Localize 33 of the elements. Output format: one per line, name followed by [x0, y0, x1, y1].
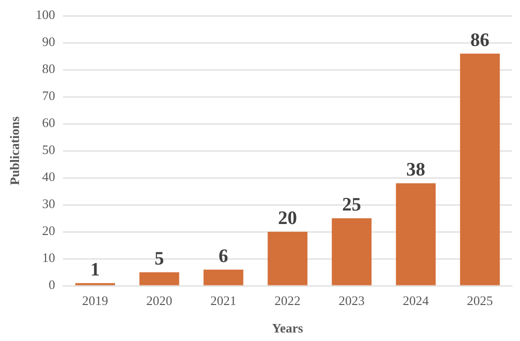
data-label: 6	[218, 246, 228, 268]
x-axis-title: Years	[272, 320, 304, 336]
y-tick-label: 20	[42, 223, 56, 238]
bar	[139, 272, 180, 286]
bar	[396, 183, 436, 286]
bar	[332, 218, 372, 286]
x-tick-label: 2024	[402, 293, 430, 308]
y-tick-label: 90	[42, 34, 56, 50]
data-label: 38	[406, 160, 426, 181]
bar	[460, 54, 500, 286]
x-tick-label: 2025	[466, 293, 493, 308]
x-tick-label: 2019	[82, 293, 108, 308]
data-label: 20	[278, 208, 298, 230]
bar	[204, 270, 244, 286]
y-axis-title: Publications	[7, 116, 22, 186]
bar	[268, 232, 308, 286]
y-tick-label: 60	[42, 115, 56, 130]
x-tick-label: 2020	[146, 293, 172, 308]
x-tick-label: 2022	[274, 293, 301, 308]
y-tick-label: 70	[42, 88, 56, 104]
y-tick-label: 30	[42, 196, 56, 212]
y-tick-label: 10	[42, 250, 56, 266]
y-tick-label: 100	[36, 7, 56, 22]
y-tick-label: 50	[42, 142, 56, 158]
x-tick-label: 2021	[210, 293, 236, 308]
data-label: 86	[470, 30, 490, 52]
y-tick-label: 0	[48, 277, 56, 292]
data-label: 25	[342, 194, 362, 216]
x-tick-label: 2023	[338, 293, 365, 308]
data-label: 5	[154, 248, 164, 270]
data-label: 1	[90, 260, 100, 281]
y-tick-label: 80	[42, 61, 56, 76]
y-tick-label: 40	[42, 169, 56, 184]
